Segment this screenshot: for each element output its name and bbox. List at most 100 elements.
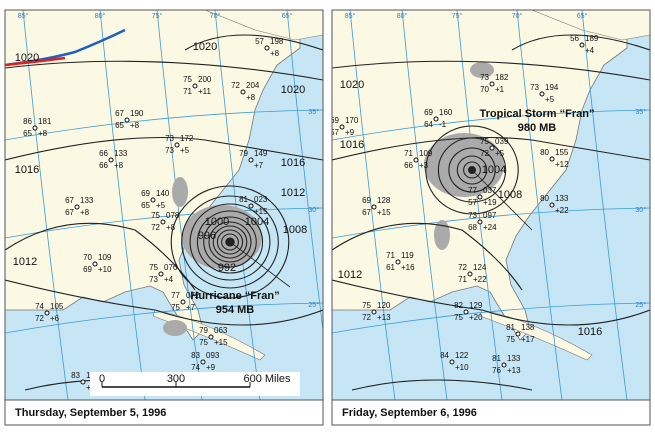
longitude-label: 80°	[95, 12, 106, 20]
station-dot	[74, 204, 80, 210]
isobar-label: 1012	[338, 269, 362, 281]
isobar-label: 1004	[245, 216, 269, 228]
station-pressure: 097	[483, 211, 497, 220]
meridian	[456, 10, 503, 400]
isobar-label: 1016	[281, 157, 305, 169]
station: 81 138 75 +17	[506, 323, 535, 344]
station-change: +8	[80, 208, 90, 217]
station-dot	[192, 83, 198, 89]
meridian	[99, 10, 146, 400]
station-dot	[160, 219, 166, 225]
map-body: 1020 1016 1012 1012 1016 1008 1004 56 189 +4 73 182…	[330, 10, 650, 400]
station-dewpoint: 67	[362, 208, 371, 217]
station: 73 194 +5	[530, 83, 559, 104]
isobar-label: 1012	[281, 187, 305, 199]
station-dewpoint: 66	[404, 161, 413, 170]
station: 81 023 +15	[239, 195, 268, 216]
station-dewpoint: 71	[458, 275, 467, 284]
latitude-label: 35°	[635, 108, 646, 116]
latitude-label: 25°	[635, 301, 646, 309]
station-pressure: 133	[114, 149, 128, 158]
isobar	[212, 225, 248, 259]
station-dewpoint: 75	[454, 313, 463, 322]
station-temp: 67	[65, 196, 74, 205]
latitude-label: 25°	[308, 301, 319, 309]
station-dewpoint: 74	[191, 363, 200, 372]
latitude-label: 35°	[308, 108, 319, 116]
station-change: -1	[439, 120, 447, 129]
station-change: +16	[401, 263, 415, 272]
longitude-label: 70°	[210, 12, 221, 20]
station: 71 119 61 +16	[386, 251, 415, 272]
station-temp: 84	[440, 351, 449, 360]
station-pressure: 129	[469, 301, 483, 310]
station-dewpoint: 75	[171, 303, 180, 312]
station-pressure: 140	[156, 189, 170, 198]
station-dot	[371, 309, 377, 315]
station: 73 182 70 +1	[480, 73, 509, 94]
longitude-label: 65°	[577, 12, 588, 20]
station: 75 200 71 +11	[183, 75, 212, 96]
station-temp: 67	[115, 109, 124, 118]
isobar	[332, 136, 650, 161]
station-dewpoint: 76	[492, 366, 501, 375]
isobar	[5, 136, 323, 161]
station-dot	[549, 156, 555, 162]
station: 67 190 65 +8	[115, 109, 144, 130]
station: 56 189 +4	[570, 34, 599, 55]
station-temp: 73	[468, 211, 477, 220]
map-panel: 1020 1016 1012 1012 1016 1008 1004 56 189 +4 73 182…	[330, 9, 651, 426]
latitude-label: 30°	[308, 206, 319, 214]
isobar	[463, 161, 481, 179]
station-temp: 81	[506, 323, 515, 332]
parallel	[5, 207, 323, 239]
station: 86 181 65 +8	[23, 117, 52, 138]
station-pressure: 063	[214, 326, 228, 335]
station-temp: 69	[330, 116, 339, 125]
storm-pressure: 954 MB	[216, 304, 255, 316]
station-temp: 75	[480, 137, 489, 146]
station-pressure: 128	[377, 196, 391, 205]
station: 69 160 64 -1	[424, 108, 453, 129]
station-dot	[240, 89, 246, 95]
station-temp: 73	[480, 73, 489, 82]
station-pressure: 198	[270, 37, 284, 46]
station-pressure: 138	[521, 323, 535, 332]
station-pressure: 039	[495, 137, 509, 146]
station-temp: 77	[171, 291, 180, 300]
station-dewpoint: 75	[506, 335, 515, 344]
longitude-label: 75°	[152, 12, 163, 20]
panel-frame	[4, 9, 324, 426]
station-dewpoint: 73	[165, 146, 174, 155]
station-dewpoint: 68	[468, 223, 477, 232]
isobar	[425, 125, 519, 215]
station: 75 120 72 +13	[362, 301, 391, 322]
station-pressure: 119	[401, 251, 414, 260]
station-change: +8	[130, 121, 140, 130]
station-dot	[413, 157, 419, 163]
station-temp: 75	[183, 75, 192, 84]
station-temp: 66	[99, 149, 108, 158]
isobar-label: 1004	[482, 164, 506, 176]
station-change: +15	[254, 207, 268, 216]
isobar-label: 1020	[193, 41, 217, 53]
station-pressure: 093	[206, 351, 220, 360]
station-pressure: 160	[439, 108, 453, 117]
station: 80 155 +12	[540, 148, 569, 169]
isobar	[332, 60, 650, 81]
station-pressure: 194	[545, 83, 559, 92]
station-dot	[433, 116, 439, 122]
station-dot	[248, 203, 254, 209]
station-change: +19	[483, 198, 497, 207]
station-pressure: 105	[50, 302, 64, 311]
scale-label: 300	[167, 373, 185, 385]
warm-front	[5, 56, 66, 67]
station-pressure: 078	[166, 211, 180, 220]
station-change: +8	[38, 129, 48, 138]
station-temp: 56	[570, 34, 579, 43]
station-temp: 80	[540, 194, 549, 203]
longitude-label: 85°	[345, 12, 356, 20]
station-change: +9	[345, 128, 355, 137]
station-change: +13	[507, 366, 521, 375]
isobar	[184, 34, 323, 51]
